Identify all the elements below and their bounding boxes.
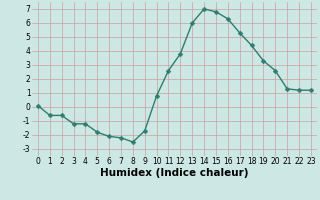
X-axis label: Humidex (Indice chaleur): Humidex (Indice chaleur)	[100, 168, 249, 178]
